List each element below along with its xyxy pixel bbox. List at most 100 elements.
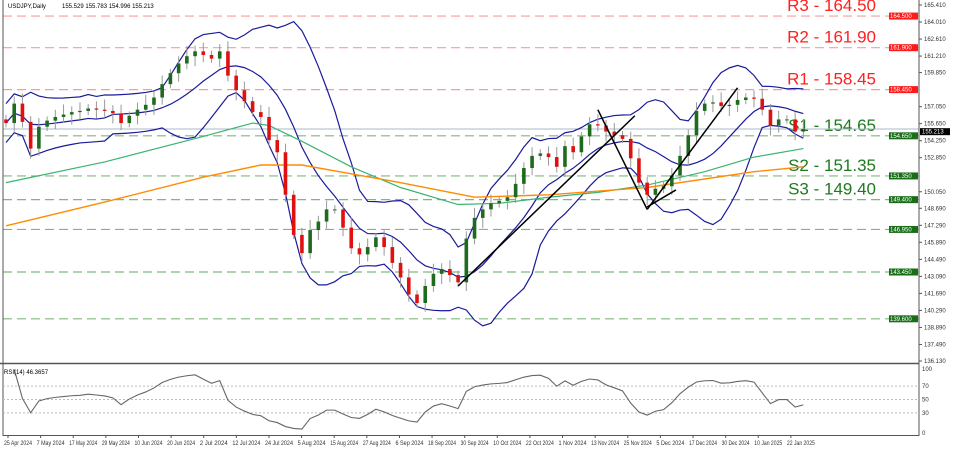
candle-body	[752, 97, 756, 99]
x-tick-label: 27 Aug 2024	[363, 441, 392, 447]
candle-body	[785, 119, 789, 121]
candle-body	[127, 115, 132, 124]
x-tick-label: 10 Jun 2024	[134, 441, 163, 447]
price-tag	[889, 225, 918, 233]
candle-body	[69, 112, 74, 115]
bollinger-middle-band	[5, 65, 804, 278]
candle-body	[489, 203, 493, 210]
candle-body	[612, 131, 617, 136]
price-tag	[889, 315, 918, 323]
candle-body	[300, 234, 304, 254]
candle-body	[793, 119, 797, 132]
candle-body	[530, 155, 534, 169]
candle-body	[333, 209, 337, 211]
trendline	[646, 189, 677, 208]
candle-body	[505, 197, 510, 201]
rsi-tick-label: 30	[922, 411, 929, 417]
x-tick-label: 13 Nov 2024	[591, 441, 620, 447]
y-tick-label: 150.050	[924, 190, 946, 196]
candle-body	[415, 294, 419, 304]
candle-body	[398, 262, 403, 278]
candle-body	[776, 119, 781, 126]
candle-body	[53, 116, 58, 121]
price-tag	[889, 196, 918, 204]
candle-body	[357, 248, 362, 255]
candle-body	[316, 221, 321, 231]
bollinger-upper-band	[5, 20, 804, 248]
candle-body	[620, 135, 625, 139]
x-tick-label: 6 Sep 2024	[395, 441, 424, 447]
candle-body	[727, 104, 732, 107]
candle-body	[37, 126, 41, 149]
candle-body	[349, 227, 354, 249]
candle-body	[768, 109, 773, 126]
price-tag-text: 158.450	[890, 88, 912, 94]
candle-body	[670, 175, 674, 187]
candle-body	[604, 125, 608, 132]
y-tick-label: 162.610	[924, 37, 946, 43]
chart-header-symbol: USDJPY,Daily	[8, 4, 46, 10]
moving-average-green-line	[5, 122, 804, 206]
x-tick-label: 25 Nov 2024	[624, 441, 653, 447]
candle-body	[119, 113, 123, 124]
candle-body	[259, 112, 263, 117]
price-tag-text: 151.350	[890, 174, 912, 180]
price-tag-text: 146.950	[890, 227, 912, 233]
candle-body	[760, 98, 765, 110]
chart-header-ohlc: 155.529 155.783 154.996 155.213	[62, 4, 154, 10]
y-tick-label: 165.410	[924, 3, 946, 9]
candle-body	[152, 97, 156, 105]
x-tick-label: 15 Aug 2024	[330, 441, 359, 447]
moving-average-orange-line	[5, 164, 804, 227]
trendline	[646, 87, 739, 210]
x-tick-label: 22 Oct 2024	[526, 441, 555, 447]
rsi-tick-label: 50	[922, 398, 929, 404]
candle-body	[226, 51, 230, 76]
y-tick-label: 161.210	[924, 54, 946, 60]
y-tick-label: 148.690	[924, 206, 946, 212]
candle-body	[522, 168, 526, 184]
candle-body	[579, 136, 584, 153]
y-tick-label: 164.010	[924, 20, 946, 26]
candle-body	[497, 200, 501, 204]
y-tick-label: 141.690	[924, 291, 946, 297]
x-tick-label: 5 Dec 2024	[656, 441, 685, 447]
candle-body	[554, 157, 559, 167]
level-label: S2 - 151.35	[788, 156, 876, 175]
price-tag	[889, 172, 918, 180]
candle-body	[201, 51, 206, 55]
candle-body	[628, 138, 633, 159]
candle-body	[480, 209, 485, 218]
candle-body	[267, 116, 271, 141]
candle-body	[234, 75, 238, 91]
candle-body	[431, 273, 436, 286]
candle-body	[563, 146, 567, 167]
y-tick-label: 155.650	[924, 122, 946, 128]
candle-body	[645, 182, 649, 195]
candle-body	[801, 128, 806, 132]
candle-body	[472, 217, 477, 239]
candle-body	[744, 97, 748, 100]
candle-body	[86, 108, 90, 111]
rsi-tick-label: 0	[922, 431, 926, 437]
candle-body	[94, 108, 99, 110]
candle-body	[448, 268, 452, 276]
candle-body	[160, 84, 164, 98]
y-tick-label: 138.890	[924, 325, 946, 331]
y-tick-label: 159.850	[924, 71, 946, 77]
x-tick-label: 10 Oct 2024	[493, 441, 522, 447]
current-price-tag	[920, 128, 950, 136]
candle-body	[596, 124, 600, 126]
candle-body	[185, 56, 189, 64]
x-tick-label: 12 Jul 2024	[232, 441, 261, 447]
candle-body	[423, 285, 428, 304]
candle-body	[176, 63, 181, 74]
x-tick-label: 1 Nov 2024	[559, 441, 588, 447]
y-tick-label: 137.490	[924, 342, 946, 348]
candle-body	[464, 238, 469, 283]
x-tick-label: 22 Jan 2025	[787, 441, 816, 447]
x-tick-label: 25 Apr 2024	[4, 441, 33, 447]
candle-body	[4, 119, 8, 124]
